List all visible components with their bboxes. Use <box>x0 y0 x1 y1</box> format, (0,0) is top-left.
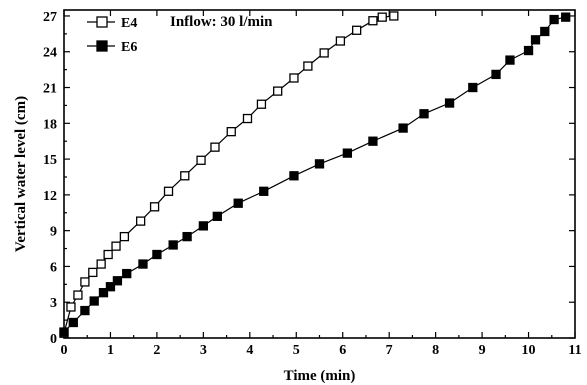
data-point <box>138 259 148 269</box>
data-point <box>419 109 429 119</box>
data-point <box>226 127 236 137</box>
data-point <box>163 186 174 196</box>
data-point <box>73 290 83 300</box>
y-tick-label: 3 <box>50 296 57 311</box>
data-point <box>314 159 325 169</box>
data-point <box>319 48 329 58</box>
data-point <box>149 202 160 212</box>
y-tick-label: 21 <box>43 82 57 97</box>
x-tick-label: 2 <box>153 343 160 358</box>
y-tick-label: 27 <box>43 10 57 25</box>
data-point <box>540 26 550 37</box>
data-point <box>491 69 501 80</box>
data-point <box>468 82 478 93</box>
data-point <box>561 12 571 22</box>
x-tick-label: 4 <box>246 343 253 358</box>
legend-marker <box>96 40 108 52</box>
legend-label: E4 <box>121 16 137 31</box>
data-point <box>273 86 283 96</box>
data-point <box>59 327 69 337</box>
legend: E4 E6 <box>87 16 137 55</box>
y-axis-title: Vertical water level (cm) <box>13 96 29 252</box>
data-point <box>68 317 78 328</box>
data-point <box>198 221 209 231</box>
data-point <box>122 268 132 279</box>
series-e4 <box>59 11 399 338</box>
data-point <box>80 305 90 316</box>
data-point <box>89 296 99 306</box>
series-e6 <box>59 12 571 337</box>
data-point <box>135 216 146 226</box>
y-tick-label: 18 <box>43 117 57 132</box>
y-tick-label: 15 <box>43 153 57 168</box>
y-tick-label: 0 <box>50 332 57 347</box>
data-point <box>549 14 559 25</box>
x-tick-label: 9 <box>479 343 486 358</box>
x-tick-label: 7 <box>386 343 393 358</box>
x-tick-label: 6 <box>339 343 346 358</box>
data-point <box>256 99 267 109</box>
data-point <box>289 73 299 83</box>
data-point <box>168 240 178 250</box>
data-point <box>303 61 313 71</box>
data-point <box>259 186 269 196</box>
data-point <box>368 16 378 26</box>
data-point <box>212 211 222 221</box>
x-tick-label: 3 <box>200 343 207 358</box>
data-point <box>98 288 109 298</box>
data-point <box>196 155 206 165</box>
data-point <box>389 11 399 21</box>
data-point <box>289 171 299 181</box>
inflow-annotation: Inflow: 30 l/min <box>170 14 273 30</box>
data-point <box>66 302 76 312</box>
data-point <box>182 231 192 242</box>
data-point <box>530 35 541 45</box>
plot-frame <box>63 9 576 339</box>
x-tick-label: 10 <box>522 343 536 358</box>
data-point <box>377 12 387 22</box>
y-tick-label: 6 <box>50 260 57 275</box>
data-point <box>111 241 121 251</box>
legend-label: E6 <box>121 40 137 55</box>
data-point <box>119 231 130 242</box>
data-point <box>210 142 220 152</box>
data-point <box>112 276 123 286</box>
data-point <box>444 98 455 108</box>
y-tick-label: 12 <box>43 189 57 204</box>
data-point <box>342 148 353 158</box>
series-layer <box>59 11 571 338</box>
series-line <box>63 16 566 333</box>
data-point <box>335 36 346 46</box>
data-point <box>103 249 113 260</box>
data-point <box>368 136 378 146</box>
x-axis-title: Time (min) <box>284 368 356 384</box>
legend-marker <box>96 16 108 28</box>
x-tick-label: 8 <box>432 343 439 358</box>
data-point <box>398 123 408 133</box>
y-tick-label: 9 <box>50 225 57 240</box>
x-tick-label: 0 <box>61 343 68 358</box>
data-point <box>523 45 534 56</box>
data-point <box>152 249 162 260</box>
data-point <box>242 113 253 124</box>
data-point <box>105 282 116 292</box>
data-point <box>505 55 515 65</box>
data-point <box>88 267 98 278</box>
x-tick-label: 5 <box>293 343 300 358</box>
data-point <box>180 171 190 181</box>
data-point <box>352 25 362 35</box>
data-point <box>80 277 90 287</box>
data-point <box>96 259 106 269</box>
y-tick-label: 24 <box>43 46 57 61</box>
x-tick-label: 11 <box>568 343 581 358</box>
data-point <box>233 198 243 208</box>
x-tick-label: 1 <box>107 343 114 358</box>
